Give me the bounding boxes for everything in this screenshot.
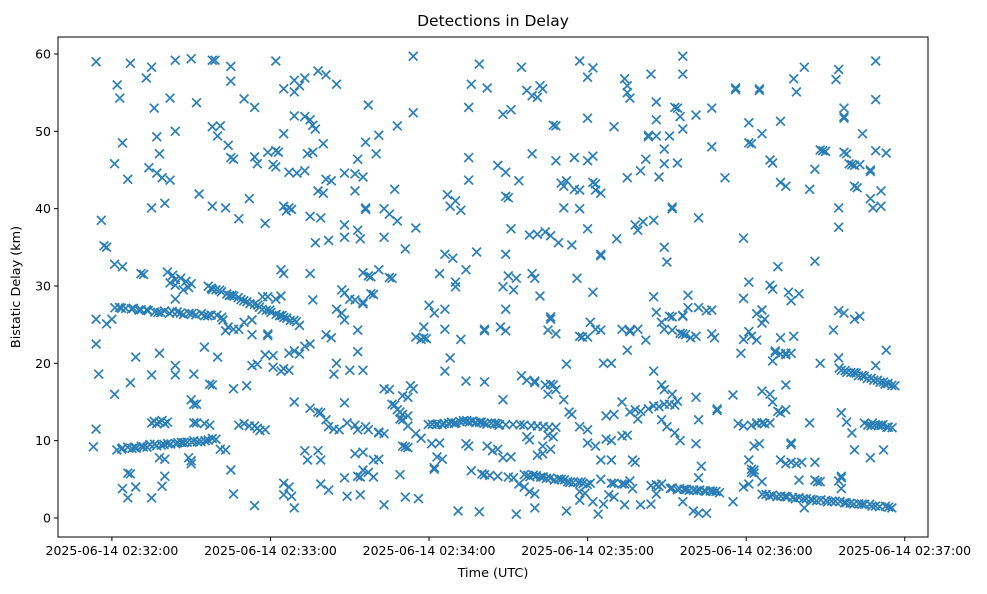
detections-scatter <box>88 51 900 520</box>
y-tick-label: 20 <box>35 356 51 371</box>
x-tick-label: 2025-06-14 02:32:00 <box>46 543 179 558</box>
x-tick-label: 2025-06-14 02:36:00 <box>680 543 813 558</box>
y-axis-label: Bistatic Delay (km) <box>9 226 24 348</box>
y-tick-label: 50 <box>35 124 51 139</box>
y-tick-label: 10 <box>35 433 51 448</box>
x-tick-label: 2025-06-14 02:35:00 <box>521 543 654 558</box>
y-tick-label: 30 <box>35 278 51 293</box>
axes-spines <box>57 36 929 538</box>
data-layer <box>88 51 900 520</box>
y-tick-label: 60 <box>35 47 51 62</box>
axes-ticks: 2025-06-14 02:32:00 2025-06-14 02:33:00 20… <box>35 47 971 558</box>
x-axis-label: Time (UTC) <box>457 566 529 581</box>
x-tick-label: 2025-06-14 02:37:00 <box>838 543 971 558</box>
x-tick-label: 2025-06-14 02:34:00 <box>363 543 496 558</box>
chart-title: Detections in Delay <box>417 12 569 30</box>
y-tick-label: 0 <box>43 510 51 525</box>
y-tick-label: 40 <box>35 201 51 216</box>
x-tick-label: 2025-06-14 02:33:00 <box>204 543 337 558</box>
